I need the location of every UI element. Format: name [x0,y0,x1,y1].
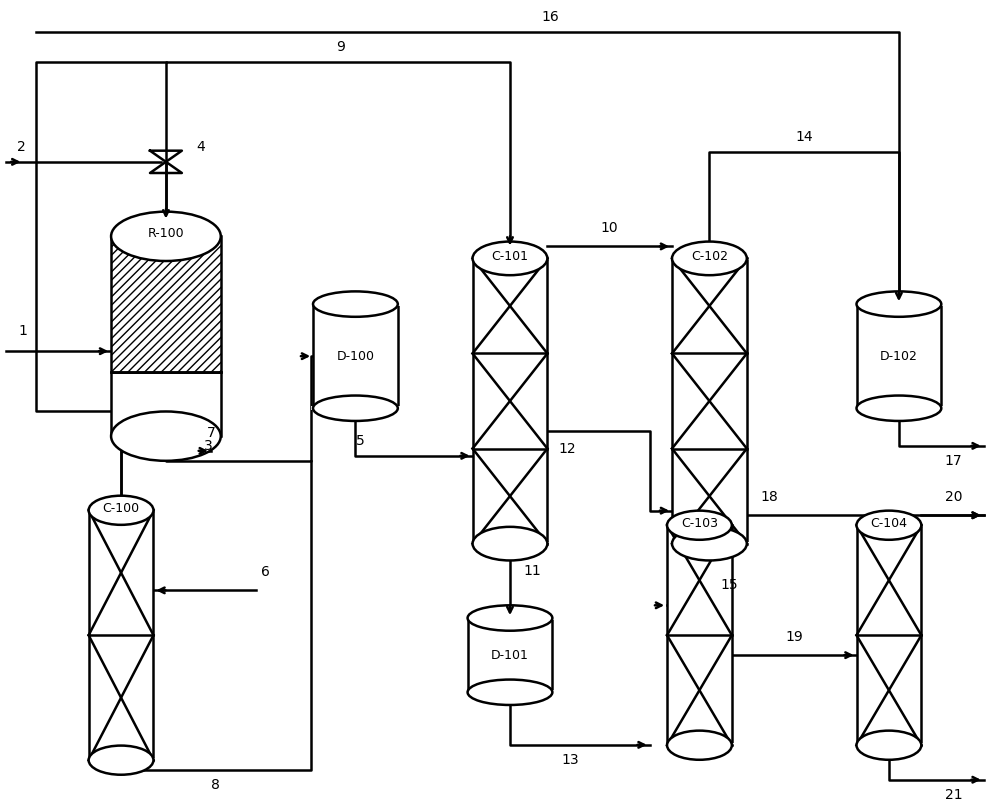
FancyBboxPatch shape [672,259,747,543]
Text: 20: 20 [945,491,962,504]
Text: C-103: C-103 [681,517,718,530]
Text: 10: 10 [601,221,619,235]
Text: C-100: C-100 [102,502,140,515]
Text: 16: 16 [541,11,559,24]
FancyBboxPatch shape [857,304,941,408]
FancyBboxPatch shape [89,510,153,760]
Text: 1: 1 [19,324,28,338]
Ellipse shape [667,511,732,540]
Text: 3: 3 [203,439,212,453]
Ellipse shape [857,291,941,317]
FancyBboxPatch shape [667,526,732,745]
Ellipse shape [89,745,153,775]
Ellipse shape [111,212,221,261]
Text: C-101: C-101 [491,251,528,264]
Text: 8: 8 [211,778,220,792]
Text: 18: 18 [760,491,778,504]
Text: 17: 17 [945,454,963,468]
Text: 4: 4 [196,139,205,154]
Ellipse shape [672,242,747,275]
Ellipse shape [313,291,398,317]
Text: 14: 14 [795,130,813,144]
FancyBboxPatch shape [111,236,221,372]
Ellipse shape [473,527,547,560]
FancyBboxPatch shape [473,259,547,543]
Text: 9: 9 [336,41,345,54]
FancyBboxPatch shape [313,304,398,408]
Text: C-104: C-104 [870,517,907,530]
Text: C-102: C-102 [691,251,728,264]
Text: D-101: D-101 [491,649,529,662]
Text: R-100: R-100 [148,227,184,240]
Ellipse shape [667,731,732,760]
Text: D-102: D-102 [880,350,918,363]
Ellipse shape [89,496,153,525]
Text: 13: 13 [561,753,579,766]
Text: 6: 6 [261,565,270,579]
Text: 11: 11 [523,564,541,578]
Text: 5: 5 [356,434,365,448]
Ellipse shape [857,396,941,421]
Ellipse shape [468,680,552,705]
Ellipse shape [473,242,547,275]
Text: 19: 19 [785,630,803,644]
Ellipse shape [672,527,747,560]
Ellipse shape [313,396,398,421]
FancyBboxPatch shape [857,526,921,745]
Text: D-100: D-100 [336,350,374,363]
Text: 15: 15 [721,578,738,592]
FancyBboxPatch shape [111,372,221,436]
Ellipse shape [857,731,921,760]
Ellipse shape [468,605,552,631]
Text: 7: 7 [206,426,215,440]
Text: 2: 2 [17,139,26,154]
Text: 21: 21 [945,787,963,801]
Ellipse shape [111,411,221,461]
FancyBboxPatch shape [468,618,552,693]
Ellipse shape [857,511,921,540]
Text: 12: 12 [558,442,576,456]
